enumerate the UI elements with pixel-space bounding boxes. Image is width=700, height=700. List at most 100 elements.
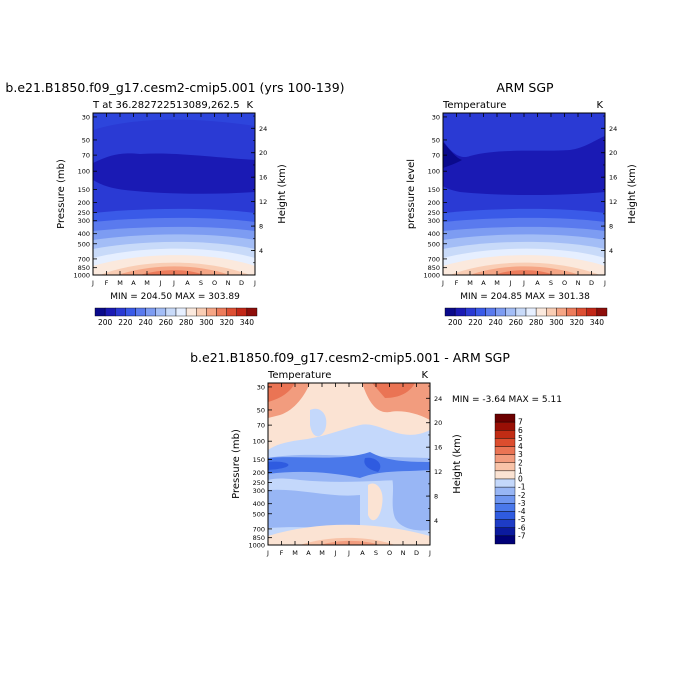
diff-band-cold [268, 452, 430, 478]
diff-colorbar-label: -3 [518, 499, 526, 508]
diff-cold-core-a [268, 461, 289, 470]
obs-colorbar: 200 220 240 260 280 300 320 340 [444, 307, 608, 327]
diff-height-tick-label: 8 [434, 493, 438, 501]
obs-pressure-tick-label: 850 [428, 264, 440, 272]
obs-x-tick-label: D [589, 279, 594, 287]
obs-colorbar-swatch [465, 307, 476, 317]
obs-height-tick-label: 16 [609, 174, 617, 182]
diff-colorbar-swatch [494, 478, 516, 488]
diff-x-tick-label: A [306, 549, 311, 557]
diff-pressure-tick-label: 100 [253, 438, 265, 446]
obs-x-tick-label: J [441, 279, 444, 287]
model-right-axis-title: Height (km) [277, 164, 288, 224]
model-colorbar-label: 220 [118, 318, 133, 327]
model-pressure-tick-label: 30 [82, 113, 90, 121]
diff-height-tick-label: 16 [434, 444, 442, 452]
diff-pressure-tick-label: 30 [257, 383, 265, 391]
diff-colorbar-label: -7 [518, 531, 526, 540]
model-pressure-tick-label: 400 [78, 230, 90, 238]
diff-colorbar-label: 0 [518, 475, 523, 484]
obs-pressure-tick-label: 700 [428, 255, 440, 263]
model-colorbar-swatch [125, 307, 136, 317]
obs-colorbar-swatch [444, 307, 456, 317]
obs-colorbar-swatch [535, 307, 547, 317]
model-colorbar-swatch [236, 307, 248, 317]
diff-x-tick-label: M [319, 549, 325, 557]
model-colorbar-label: 280 [179, 318, 194, 327]
diff-right-axis-title: Height (km) [452, 434, 463, 494]
model-colorbar-swatch [216, 307, 227, 317]
diff-title: b.e21.B1850.f09_g17.cesm2-cmip5.001 - AR… [190, 350, 510, 365]
obs-pressure-tick-label: 400 [428, 230, 440, 238]
diff-x-tick-label: O [387, 549, 392, 557]
diff-band-surface-core [320, 540, 380, 545]
diff-colorbar-label: 7 [518, 418, 523, 427]
model-x-tick-label: S [199, 279, 203, 287]
model-y-axis-title: Pressure (mb) [56, 159, 67, 229]
obs-minmax-text: MIN = 204.85 MAX = 301.38 [460, 292, 590, 302]
model-colorbar-swatch [94, 307, 106, 317]
model-height-tick-label: 8 [259, 223, 263, 231]
model-pressure-tick-label: 150 [78, 186, 90, 194]
model-band-tropopause [93, 153, 255, 194]
obs-colorbar-label: 240 [488, 318, 503, 327]
diff-colorbar-swatch [494, 438, 516, 447]
obs-contour-field [443, 113, 605, 275]
diff-colorbar-label: 6 [518, 426, 523, 435]
diff-warm-left-core [268, 383, 295, 402]
model-height-tick-label: 12 [259, 198, 267, 206]
diff-colorbar-swatch [494, 413, 516, 423]
obs-colorbar-swatch [525, 307, 537, 317]
obs-x-tick-label: M [467, 279, 473, 287]
model-pressure-tick-label: 700 [78, 255, 90, 263]
diff-pressure-tick-label: 1000 [248, 542, 265, 550]
diff-height-tick-label: 12 [434, 468, 442, 476]
obs-colorbar-label: 260 [509, 318, 524, 327]
model-height-tick-label: 24 [259, 125, 267, 133]
model-x-tick-label: J [91, 279, 94, 287]
diff-colorbar-swatch [494, 511, 516, 520]
diff-colorbar-label: -4 [518, 507, 526, 516]
diff-pressure-tick-label: 50 [257, 406, 265, 414]
obs-variable-label: Temperature [442, 100, 506, 111]
diff-x-tick-label: D [414, 549, 419, 557]
model-band-top [93, 113, 255, 130]
model-colorbar-swatch [115, 307, 126, 317]
model-x-tick-label: J [159, 279, 162, 287]
diff-pressure-tick-label: 500 [253, 510, 265, 518]
model-panel: b.e21.B1850.f09_g17.cesm2-cmip5.001 (yrs… [5, 80, 344, 327]
obs-colorbar-swatch [586, 307, 598, 317]
obs-pressure-tick-label: 50 [432, 136, 440, 144]
obs-x-tick-label: J [509, 279, 512, 287]
diff-colorbar-label: -2 [518, 491, 526, 500]
diff-colorbar-swatch [494, 535, 516, 545]
obs-x-tick-label: J [603, 279, 606, 287]
obs-colorbar-swatch [515, 307, 527, 317]
model-variable-label: T at 36.282722513089,262.5 [92, 100, 240, 111]
model-colorbar-label: 260 [159, 318, 174, 327]
diff-unit-label: K [421, 370, 428, 381]
obs-height-tick-label: 4 [609, 247, 613, 255]
obs-pressure-tick-label: 300 [428, 217, 440, 225]
obs-band-cold-core [443, 142, 462, 168]
obs-colorbar-swatch [475, 307, 486, 317]
diff-colorbar-swatch [494, 430, 516, 439]
obs-x-tick-label: A [481, 279, 486, 287]
model-colorbar-swatch [165, 307, 177, 317]
diff-x-tick-label: M [292, 549, 298, 557]
diff-pressure-tick-label: 300 [253, 487, 265, 495]
diff-warm-right-core [372, 383, 415, 398]
obs-pressure-tick-label: 200 [428, 199, 440, 207]
diff-pressure-tick-label: 150 [253, 456, 265, 464]
diff-pressure-tick-label: 700 [253, 525, 265, 533]
diff-colorbar-swatch [494, 527, 516, 537]
diff-colorbar-label: 2 [518, 458, 523, 467]
diff-x-tick-label: J [334, 549, 337, 557]
obs-x-tick-label: A [535, 279, 540, 287]
diff-colorbar-swatch [494, 495, 516, 504]
model-x-tick-label: J [172, 279, 175, 287]
model-colorbar-swatch [104, 307, 116, 317]
diff-x-tick-label: J [266, 549, 269, 557]
model-colorbar-swatch [196, 307, 207, 317]
